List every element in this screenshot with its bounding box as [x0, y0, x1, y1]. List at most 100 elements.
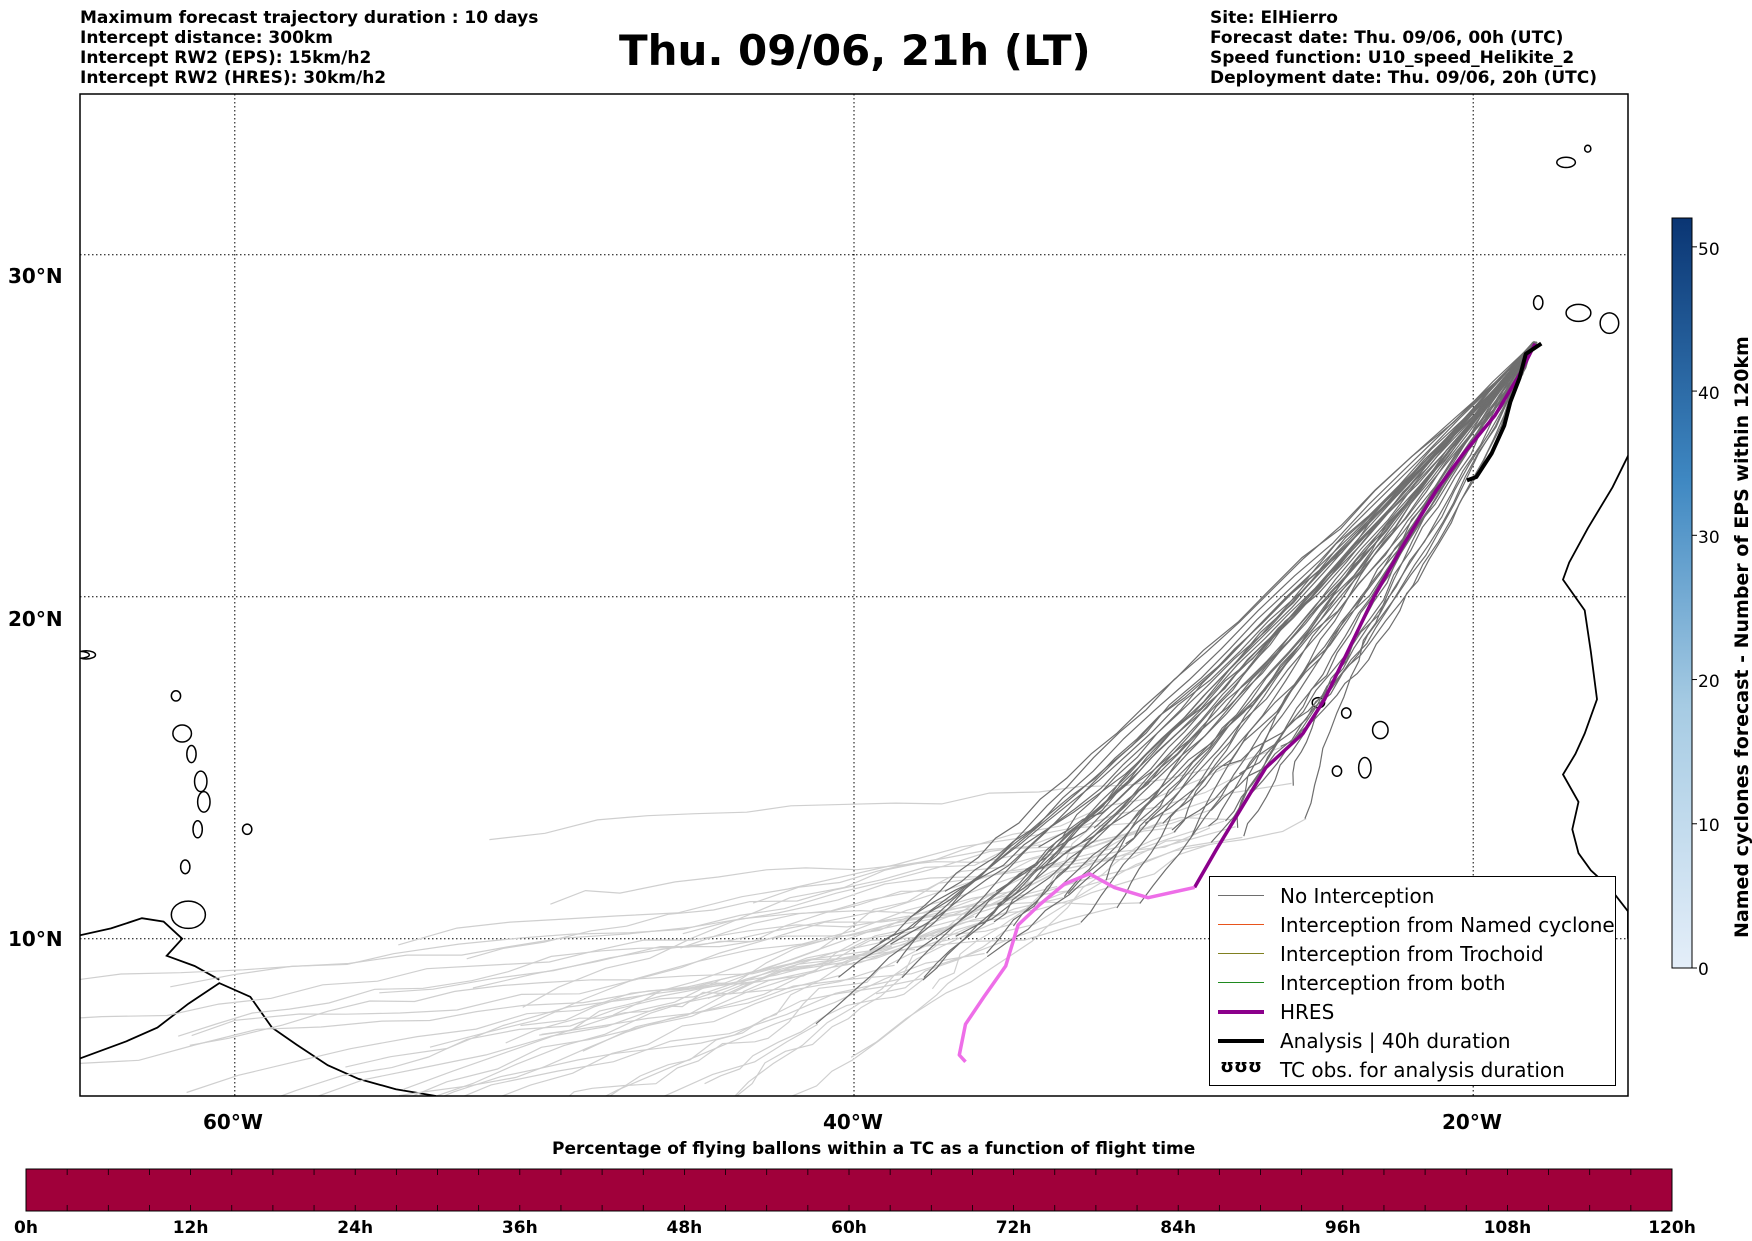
eps-trajectory-late: [752, 775, 1238, 904]
eps-trajectory: [1208, 341, 1536, 827]
eps-trajectory: [815, 345, 1534, 1025]
eps-trajectory-late: [411, 866, 1045, 1096]
hres-line-late: [957, 871, 1195, 1063]
eps-trajectory-late: [790, 956, 988, 1096]
lon-label: 40°W: [823, 1110, 883, 1134]
coastline: [1561, 453, 1628, 939]
eps-trajectory: [1223, 342, 1535, 767]
island: [186, 744, 197, 764]
percentage-bar-tick-label: 108h: [1483, 1218, 1532, 1238]
legend-label: Interception from Trochoid: [1280, 941, 1544, 966]
eps-trajectory: [915, 340, 1535, 952]
legend-swatch: [1218, 1038, 1264, 1043]
legend-label: Analysis | 40h duration: [1280, 1028, 1511, 1053]
percentage-bar-tick-label: 120h: [1648, 1218, 1696, 1238]
eps-trajectory-late: [434, 891, 996, 1096]
eps-trajectory: [1239, 343, 1537, 775]
eps-trajectory-late: [500, 897, 1063, 1096]
header-left-line: Intercept RW2 (HRES): 30km/h2: [80, 68, 387, 88]
eps-trajectory-late: [520, 945, 892, 1027]
eps-trajectory: [879, 344, 1536, 944]
graticule: [80, 94, 1628, 1096]
island: [192, 819, 204, 839]
colorbar-tick: 0: [1698, 960, 1709, 980]
eps-trajectory-late: [189, 885, 1058, 1046]
island: [1357, 756, 1372, 779]
percentage-bar-tick-label: 60h: [831, 1218, 867, 1238]
eps-trajectory-late: [691, 821, 1162, 989]
lon-label: 20°W: [1442, 1110, 1502, 1134]
lat-label: 10°N: [8, 927, 63, 951]
legend-label: Interception from Named cyclone: [1280, 912, 1615, 937]
eps-trajectory: [1012, 342, 1537, 927]
eps-trajectory-late: [429, 845, 1125, 1048]
island: [1583, 144, 1592, 153]
legend-item: Interception from Trochoid: [1218, 939, 1544, 968]
legend-swatch: [1218, 895, 1264, 896]
island: [196, 790, 211, 813]
colorbar-tick: 30: [1698, 528, 1720, 548]
legend-label: No Interception: [1280, 883, 1435, 908]
eps-trajectory-late: [80, 937, 959, 1064]
island: [170, 690, 182, 702]
island: [172, 724, 193, 743]
percentage-bar-tick-label: 72h: [995, 1218, 1032, 1238]
header-right: Site: ElHierro Forecast date: Thu. 09/06…: [1210, 8, 1597, 88]
eps-trajectory: [896, 343, 1534, 964]
eps-trajectory-late: [442, 977, 923, 1096]
eps-trajectory-late: [734, 922, 995, 1096]
colorbar-tick: 20: [1698, 672, 1720, 692]
percentage-bar-fill: [25, 1168, 1673, 1212]
page-title: Thu. 09/06, 21h (LT): [619, 26, 1091, 75]
header-left-line: Maximum forecast trajectory duration : 1…: [80, 8, 539, 28]
header-right-line: Forecast date: Thu. 09/06, 00h (UTC): [1210, 28, 1564, 48]
colorbar-tick: 40: [1698, 384, 1720, 404]
tc-obs-marker-icon: ʊʊʊ: [1220, 1055, 1262, 1077]
legend-swatch: [1218, 982, 1264, 983]
percentage-bar-tick-label: 48h: [666, 1218, 703, 1238]
legend-item: ʊʊʊ TC obs. for analysis duration: [1218, 1055, 1565, 1084]
eps-trajectory: [955, 342, 1536, 937]
eps-trajectory-late: [663, 1023, 818, 1096]
island: [1331, 765, 1343, 777]
legend-item: HRES: [1218, 997, 1334, 1026]
header-right-line: Speed function: U10_speed_Helikite_2: [1210, 48, 1575, 68]
eps-trajectories: [815, 340, 1538, 1025]
eps-trajectory-late: [568, 964, 895, 1096]
header-left-line: Intercept distance: 300km: [80, 28, 333, 48]
percentage-bar: [25, 1168, 1673, 1212]
eps-trajectory-late: [279, 941, 882, 1096]
legend-item: Interception from Named cyclone: [1218, 910, 1615, 939]
island: [241, 823, 253, 836]
island: [1371, 720, 1389, 740]
eps-trajectory-late: [735, 921, 983, 1096]
percentage-bar-title: Percentage of flying ballons within a TC…: [552, 1139, 1196, 1159]
colorbar-gradient: [1671, 217, 1693, 969]
eps-trajectory: [838, 341, 1534, 978]
eps-trajectory-late: [539, 825, 1146, 1036]
eps-trajectory-late: [170, 844, 1041, 988]
legend-label: TC obs. for analysis duration: [1280, 1057, 1565, 1082]
legend-item: Interception from both: [1218, 968, 1506, 997]
eps-trajectory-late: [582, 836, 1243, 1052]
header-left: Maximum forecast trajectory duration : 1…: [80, 8, 538, 88]
percentage-bar-tick-label: 12h: [172, 1218, 209, 1238]
lon-label: 60°W: [203, 1110, 263, 1134]
eps-trajectory-late: [875, 843, 1211, 995]
island: [179, 859, 191, 875]
header-right-line: Site: ElHierro: [1210, 8, 1338, 28]
legend-swatch: [1218, 953, 1264, 954]
percentage-bar-tick-label: 84h: [1160, 1218, 1197, 1238]
eps-trajectory-late: [541, 906, 1117, 1035]
percentage-bar-tick-label: 24h: [337, 1218, 374, 1238]
eps-trajectory: [1162, 343, 1537, 824]
eps-trajectory-late: [608, 949, 872, 1096]
legend-item: No Interception: [1218, 881, 1434, 910]
eps-trajectory: [922, 344, 1534, 981]
eps-trajectory: [1067, 343, 1535, 894]
analysis-line: [1466, 341, 1543, 483]
map-legend: No Interception Interception from Named …: [1209, 876, 1616, 1086]
island: [1340, 707, 1352, 719]
eps-trajectory-late: [80, 901, 1141, 981]
